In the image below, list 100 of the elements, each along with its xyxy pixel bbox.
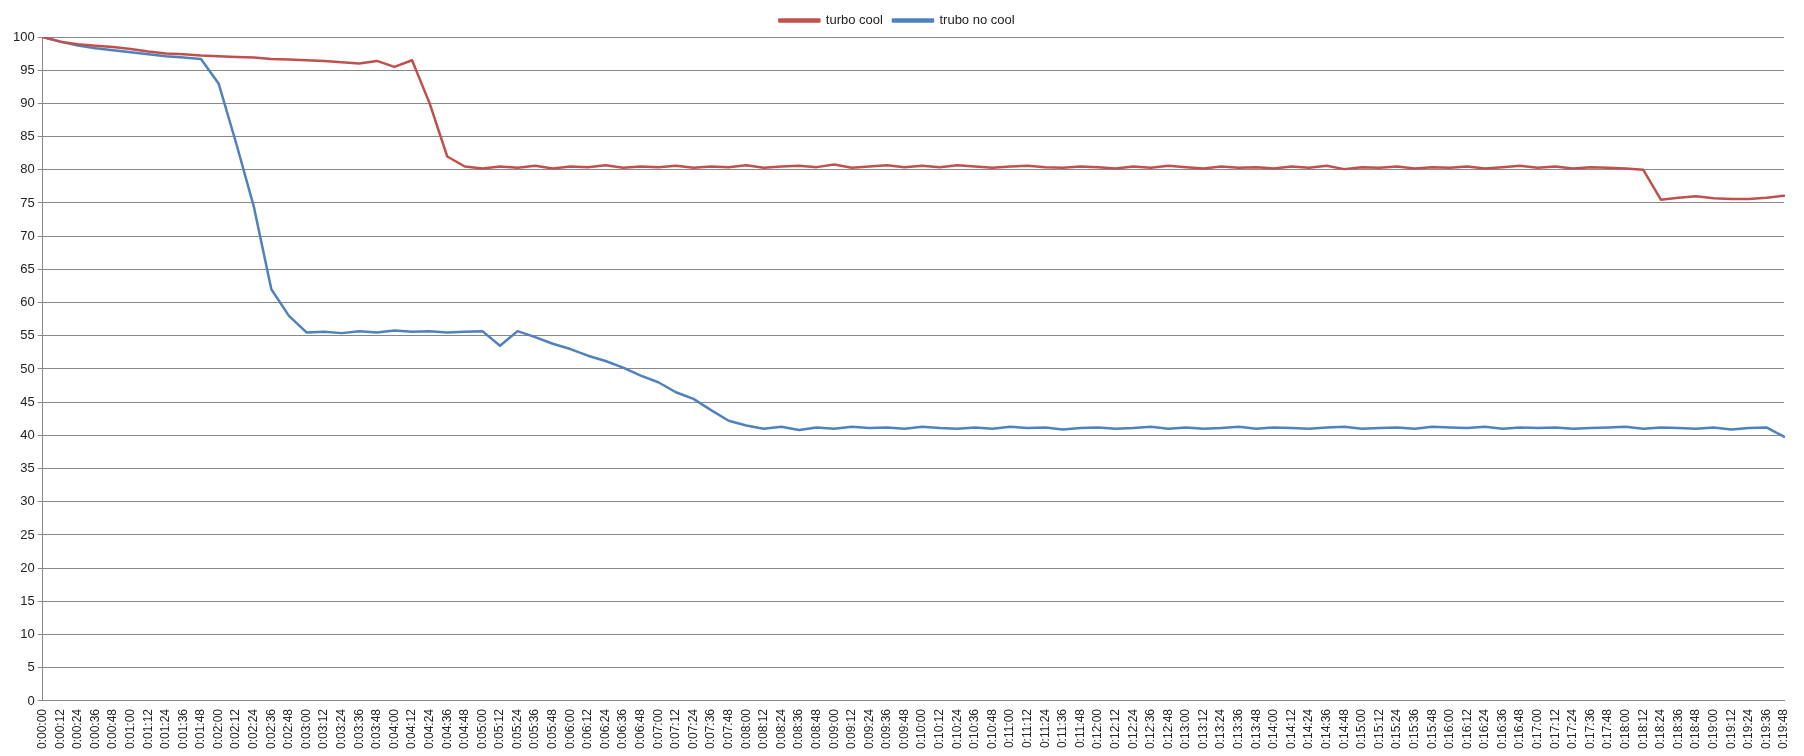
x-tick-label: 0:01:36: [175, 708, 190, 750]
y-tick-label: 45: [20, 393, 35, 409]
x-tick-label: 0:05:12: [492, 708, 507, 750]
y-tick-label: 90: [20, 94, 35, 110]
x-tick-label: 0:15:48: [1424, 708, 1439, 750]
y-tick-label: 40: [20, 426, 35, 442]
x-tick-label: 0:12:36: [1143, 708, 1158, 750]
x-tick-label: 0:06:36: [615, 708, 630, 750]
x-tick-label: 0:05:36: [527, 708, 542, 750]
x-tick-label: 0:19:48: [1776, 708, 1791, 750]
y-tick-label: 30: [20, 493, 35, 509]
y-tick-label: 65: [20, 260, 35, 276]
x-tick-label: 0:08:48: [808, 708, 823, 750]
x-tick-label: 0:15:00: [1354, 708, 1369, 750]
x-tick-label: 0:00:36: [87, 708, 102, 750]
y-tick-label: 50: [20, 360, 35, 376]
x-tick-label: 0:03:48: [369, 708, 384, 750]
x-tick-label: 0:13:24: [1213, 708, 1228, 750]
x-tick-label: 0:06:24: [597, 708, 612, 750]
y-tick-label: 0: [27, 692, 35, 708]
x-tick-label: 0:05:24: [509, 708, 524, 750]
x-tick-label: 0:12:12: [1107, 708, 1122, 750]
x-tick-label: 0:06:00: [562, 708, 577, 750]
x-tick-label: 0:06:12: [580, 708, 595, 750]
y-tick-label: 55: [20, 327, 35, 343]
x-tick-label: 0:00:24: [70, 708, 85, 750]
x-tick-label: 0:16:48: [1512, 708, 1527, 750]
x-tick-label: 0:16:36: [1494, 708, 1509, 750]
x-tick-label: 0:10:48: [984, 708, 999, 750]
x-tick-label: 0:03:36: [351, 708, 366, 750]
x-tick-label: 0:02:00: [210, 708, 225, 750]
x-tick-label: 0:04:36: [439, 708, 454, 750]
x-tick-label: 0:11:48: [1072, 708, 1087, 749]
x-tick-label: 0:09:36: [879, 708, 894, 750]
y-tick-label: 95: [20, 61, 35, 77]
y-tick-label: 60: [20, 294, 35, 310]
x-tick-label: 0:14:48: [1336, 708, 1351, 750]
x-tick-label: 0:08:36: [791, 708, 806, 750]
x-tick-label: 0:00:12: [52, 708, 67, 750]
x-tick-label: 0:17:12: [1547, 708, 1562, 750]
x-tick-label: 0:12:48: [1160, 708, 1175, 750]
x-tick-label: 0:03:00: [298, 708, 313, 750]
x-tick-label: 0:12:00: [1090, 708, 1105, 750]
y-tick-label: 85: [20, 128, 35, 144]
x-tick-label: 0:11:12: [1019, 708, 1034, 749]
x-tick-label: 0:02:48: [281, 708, 296, 750]
x-tick-label: 0:14:24: [1301, 708, 1316, 750]
x-tick-label: 0:01:24: [158, 708, 173, 750]
x-tick-label: 0:04:48: [457, 708, 472, 750]
x-tick-label: 0:18:48: [1688, 708, 1703, 750]
y-tick-label: 75: [20, 194, 35, 210]
x-tick-label: 0:07:36: [703, 708, 718, 750]
x-tick-label: 0:07:12: [668, 708, 683, 750]
y-tick-label: 70: [20, 227, 35, 243]
x-tick-label: 0:09:48: [896, 708, 911, 750]
x-tick-label: 0:07:24: [685, 708, 700, 750]
x-tick-label: 0:10:00: [914, 708, 929, 750]
x-tick-label: 0:06:48: [633, 708, 648, 750]
x-tick-label: 0:02:12: [228, 708, 243, 750]
x-tick-label: 0:18:36: [1670, 708, 1685, 750]
y-tick-label: 10: [20, 626, 35, 642]
x-tick-label: 0:13:36: [1231, 708, 1246, 750]
x-tick-label: 0:04:12: [404, 708, 419, 750]
x-tick-label: 0:07:48: [720, 708, 735, 750]
y-tick-label: 35: [20, 460, 35, 476]
x-tick-label: 0:17:36: [1582, 708, 1597, 750]
x-tick-label: 0:13:00: [1178, 708, 1193, 750]
x-tick-label: 0:00:00: [35, 708, 49, 750]
x-tick-label: 0:11:24: [1037, 708, 1052, 749]
x-tick-label: 0:01:00: [122, 708, 137, 750]
x-tick-label: 0:02:36: [263, 708, 278, 750]
x-tick-label: 0:14:36: [1319, 708, 1333, 750]
x-tick-label: 0:17:00: [1530, 708, 1545, 750]
x-tick-label: 0:02:24: [246, 708, 261, 750]
x-tick-label: 0:11:36: [1055, 708, 1070, 749]
x-tick-label: 0:04:24: [421, 708, 436, 750]
x-tick-label: 0:04:00: [386, 708, 401, 750]
x-tick-label: 0:03:24: [334, 708, 349, 750]
x-tick-label: 0:08:12: [756, 708, 771, 750]
x-tick-label: 0:18:24: [1653, 708, 1668, 750]
x-tick-label: 0:18:12: [1635, 708, 1650, 750]
x-tick-label: 0:15:24: [1389, 708, 1404, 750]
y-tick-label: 20: [20, 559, 35, 575]
x-tick-label: 0:00:48: [105, 708, 120, 750]
y-tick-label: 15: [20, 592, 35, 608]
x-tick-label: 0:09:24: [861, 708, 876, 750]
y-tick-label: 25: [20, 526, 35, 542]
x-tick-label: 0:16:00: [1442, 708, 1457, 750]
x-tick-label: 0:03:12: [316, 708, 331, 750]
x-tick-label: 0:10:12: [932, 708, 947, 750]
x-tick-label: 0:13:48: [1248, 708, 1263, 750]
y-tick-label: 5: [27, 659, 35, 675]
x-tick-label: 0:14:12: [1283, 708, 1298, 750]
y-tick-label: 80: [20, 161, 35, 177]
x-tick-label: 0:19:00: [1705, 708, 1720, 750]
x-tick-label: 0:16:24: [1477, 708, 1492, 750]
x-tick-label: 0:18:00: [1618, 708, 1633, 750]
legend-label: trubo no cool: [939, 12, 1015, 28]
x-tick-label: 0:13:12: [1195, 708, 1210, 750]
x-tick-label: 0:15:36: [1406, 708, 1421, 750]
